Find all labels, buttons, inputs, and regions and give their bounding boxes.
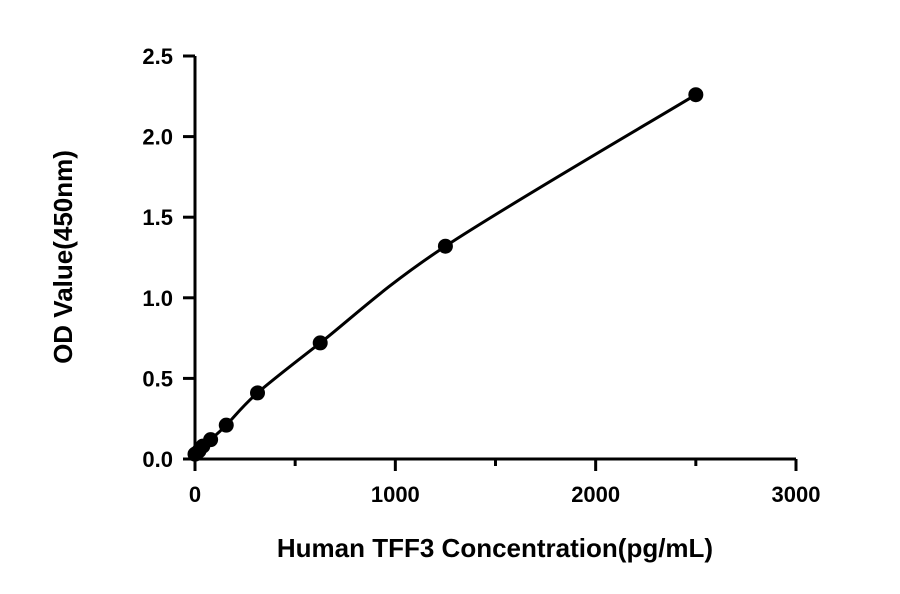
y-tick-label: 0.5 — [142, 366, 173, 391]
data-point — [250, 385, 266, 401]
data-point — [688, 87, 704, 103]
data-point — [437, 238, 453, 254]
x-tick-label: 0 — [189, 482, 201, 507]
x-tick-label: 2000 — [571, 482, 620, 507]
x-axis-title: Human TFF3 Concentration(pg/mL) — [277, 533, 713, 563]
tick-labels: 0.0 0.5 1.0 1.5 2.0 2.5 0 1000 2000 3000 — [142, 44, 820, 507]
y-axis-title: OD Value(450nm) — [48, 150, 78, 364]
x-tick-label: 1000 — [371, 482, 420, 507]
data-points — [187, 87, 704, 462]
data-point — [203, 432, 219, 448]
y-tick-label: 1.5 — [142, 205, 173, 230]
x-tick-label: 3000 — [772, 482, 821, 507]
ticks — [183, 54, 798, 471]
y-tick-label: 0.0 — [142, 447, 173, 472]
data-point — [312, 335, 328, 351]
fit-curve — [194, 93, 697, 456]
y-tick-label: 2.0 — [142, 125, 173, 150]
axes — [193, 56, 796, 461]
y-tick-label: 1.0 — [142, 286, 173, 311]
y-tick-label: 2.5 — [142, 44, 173, 69]
data-point — [218, 417, 234, 433]
